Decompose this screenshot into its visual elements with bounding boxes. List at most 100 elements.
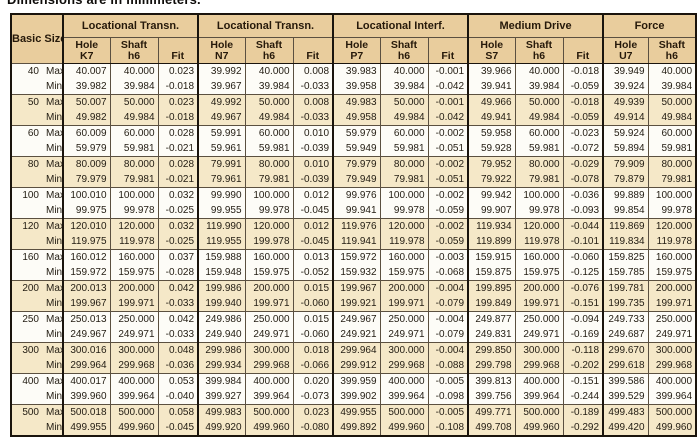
basic-size-value: 100 [11,187,41,219]
max-label: Max [41,373,64,389]
cell-hole-s7: 79.922 [467,172,516,188]
cell-shaft-h6-s7: 79.981 [514,172,564,188]
cell-shaft-h6-n7: 300.000 [244,342,294,358]
cell-shaft-h6-k7: 79.981 [109,172,159,188]
max-label: Max [41,280,64,296]
cell-shaft-h6-p7: 250.000 [379,311,429,327]
cell-shaft-h6-n7: 199.971 [244,296,294,312]
cell-hole-p7: 39.983 [332,63,381,79]
cell-hole-s7: 159.915 [467,249,516,265]
cell-shaft-h6-p7: 199.971 [379,296,429,312]
min-label: Min [41,110,64,126]
cell-shaft-h6-s7: 120.000 [514,218,564,234]
table-row-400-max: 400 Max 400.017 400.000 0.053 399.984 400.000 0… [11,373,697,405]
cell-fit-p7: -0.005 [427,373,469,389]
cell-fit-n7: -0.033 [292,110,334,126]
cell-fit-p7: -0.005 [427,404,469,420]
col-header-shaft-h6-5: Shaft h6 [647,37,697,64]
cell-fit-k7: 0.023 [157,63,199,79]
cell-shaft-h6-k7: 120.000 [109,218,159,234]
cell-fit-n7: -0.039 [292,172,334,188]
cell-hole-n7: 59.961 [197,141,246,157]
cell-fit-s7: -0.101 [562,234,604,250]
table-row-250-max: 250 Max 250.013 250.000 0.042 249.986 250.000 0… [11,311,697,343]
cell-fit-p7: -0.004 [427,342,469,358]
cell-shaft-h6-u7: 100.000 [647,187,697,203]
cell-hole-p7: 99.941 [332,203,381,219]
table-row-80-max: 80 Max 80.009 80.000 0.028 79.991 80.000 0.010 7… [11,156,697,188]
cell-fit-p7: -0.004 [427,311,469,327]
cell-shaft-h6-p7: 499.960 [379,420,429,436]
cell-shaft-h6-k7: 160.000 [109,249,159,265]
table-row-500-max: 500 Max 500.018 500.000 0.058 499.983 500.000 0… [11,404,697,436]
max-label: Max [41,342,64,358]
cell-hole-n7: 499.983 [197,404,246,420]
min-label: Min [41,420,64,436]
cell-fit-s7: -0.076 [562,280,604,296]
cell-shaft-h6-s7: 99.978 [514,203,564,219]
cell-shaft-h6-s7: 49.984 [514,110,564,126]
cell-fit-n7: -0.073 [292,389,334,405]
cell-hole-s7: 49.941 [467,110,516,126]
cell-fit-p7: -0.042 [427,79,469,95]
cell-fit-s7: -0.292 [562,420,604,436]
cell-shaft-h6-k7: 300.000 [109,342,159,358]
cell-fit-n7: -0.060 [292,327,334,343]
cell-shaft-h6-k7: 49.984 [109,110,159,126]
cell-hole-n7: 159.988 [197,249,246,265]
cell-fit-k7: 0.042 [157,311,199,327]
group-header-row: Basic Size Locational Transn. Locational… [11,14,697,64]
cell-hole-k7: 80.009 [62,156,111,172]
cell-shaft-h6-k7: 39.984 [109,79,159,95]
basic-size-value: 80 [11,156,41,188]
basic-size-value: 500 [11,404,41,436]
cell-hole-n7: 39.967 [197,79,246,95]
cell-hole-n7: 249.986 [197,311,246,327]
cell-shaft-h6-k7: 399.964 [109,389,159,405]
cell-fit-s7: -0.118 [562,342,604,358]
cell-shaft-h6-s7: 60.000 [514,125,564,141]
table-row-200-min: Min 199.967 199.971 -0.033 199.940 199.971 -0.… [11,296,697,312]
cell-fit-p7: -0.059 [427,203,469,219]
cell-shaft-h6-u7: 200.000 [647,280,697,296]
cell-fit-k7: -0.036 [157,358,199,374]
cell-fit-p7: -0.051 [427,172,469,188]
cell-shaft-h6-p7: 249.971 [379,327,429,343]
cell-shaft-h6-u7: 500.000 [647,404,697,420]
cell-shaft-h6-n7: 200.000 [244,280,294,296]
basic-size-value: 40 [11,63,41,95]
cell-fit-p7: -0.001 [427,63,469,79]
cell-shaft-h6-n7: 400.000 [244,373,294,389]
cell-fit-k7: 0.028 [157,125,199,141]
cell-hole-p7: 299.964 [332,342,381,358]
table-row-60-min: Min 59.979 59.981 -0.021 59.961 59.981 -0.039 5… [11,141,697,157]
cell-shaft-h6-n7: 100.000 [244,187,294,203]
cell-fit-n7: 0.008 [292,63,334,79]
cell-shaft-h6-s7: 100.000 [514,187,564,203]
cell-hole-s7: 39.966 [467,63,516,79]
table-row-160-min: Min 159.972 159.975 -0.028 159.948 159.975 -0.… [11,265,697,281]
cell-fit-p7: -0.003 [427,249,469,265]
cell-hole-p7: 79.949 [332,172,381,188]
cell-hole-k7: 99.975 [62,203,111,219]
col-header-shaft-h6-1: Shaft h6 [109,37,159,64]
cell-shaft-h6-p7: 500.000 [379,404,429,420]
cell-hole-p7: 59.979 [332,125,381,141]
cell-hole-u7: 119.869 [602,218,649,234]
cell-shaft-h6-u7: 249.971 [647,327,697,343]
cell-shaft-h6-p7: 100.000 [379,187,429,203]
cell-shaft-h6-s7: 299.968 [514,358,564,374]
cell-shaft-h6-s7: 40.000 [514,63,564,79]
cell-hole-s7: 399.756 [467,389,516,405]
cell-hole-s7: 249.831 [467,327,516,343]
cell-shaft-h6-s7: 499.960 [514,420,564,436]
basic-size-value: 400 [11,373,41,405]
cell-shaft-h6-n7: 160.000 [244,249,294,265]
cell-fit-k7: -0.018 [157,110,199,126]
cell-hole-p7: 299.912 [332,358,381,374]
cell-shaft-h6-k7: 59.981 [109,141,159,157]
cell-fit-k7: -0.033 [157,327,199,343]
cell-shaft-h6-p7: 39.984 [379,79,429,95]
cell-shaft-h6-n7: 80.000 [244,156,294,172]
